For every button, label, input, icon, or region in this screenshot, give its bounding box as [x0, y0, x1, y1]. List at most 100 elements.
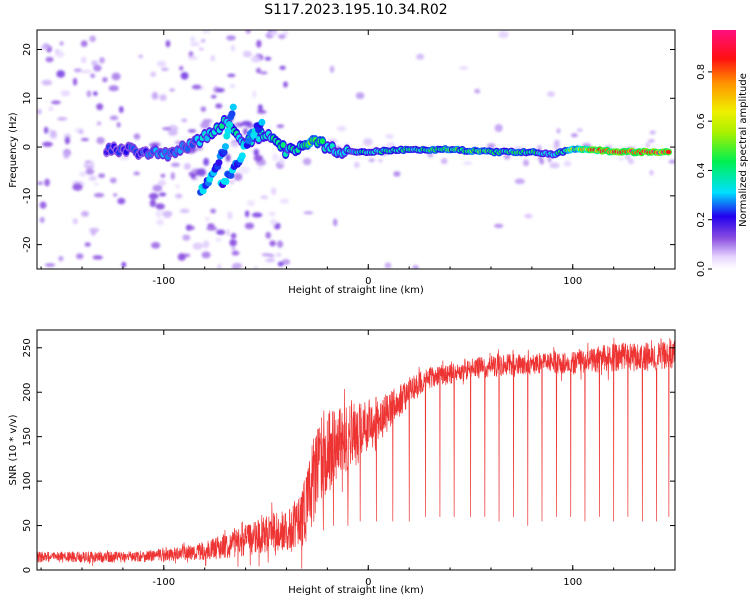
colorbar-ticks: 0.0 0.2 0.4 0.6 0.8	[696, 64, 712, 277]
spectrogram-cell	[91, 60, 99, 67]
spectrogram-cell	[280, 198, 290, 204]
spectrogram-cell	[48, 105, 54, 112]
spectrogram-cell	[281, 259, 291, 265]
spectrogram-cell	[201, 251, 211, 259]
spectrogram-cell	[459, 66, 469, 70]
spectrogram-y-tick-label: 20	[22, 43, 33, 56]
spectrogram-cell	[253, 154, 263, 162]
spectrogram-cell	[277, 261, 284, 267]
spectrogram-cell	[393, 171, 401, 177]
spectrogram-cell	[80, 69, 92, 74]
spectrogram-cell	[216, 229, 226, 235]
spectrogram-cell	[117, 197, 126, 205]
spectrogram-cell	[276, 252, 282, 258]
spectrogram-cell	[183, 162, 191, 170]
spectrogram-cell	[283, 81, 288, 88]
spectrogram-cell	[111, 72, 121, 81]
spectrogram-cell	[200, 106, 207, 112]
spectrogram-cell	[353, 161, 360, 169]
spectrogram-cell	[150, 71, 157, 78]
snr-y-tick-label: 250	[22, 338, 33, 357]
spectrogram-cell	[89, 227, 100, 233]
spectrogram-cell	[188, 225, 195, 230]
spectrogram-cell	[227, 211, 233, 220]
spectrogram-cell	[244, 210, 250, 218]
colorbar-tick-label: 0.8	[696, 64, 707, 80]
spectrogram-cell	[229, 103, 237, 111]
spectrogram-cell	[156, 218, 165, 226]
spectrogram-cell	[279, 65, 286, 70]
spectrogram-cell	[169, 88, 175, 92]
spectrogram-cell	[133, 133, 141, 140]
spectrogram-cell	[377, 158, 383, 163]
spectrogram-cell	[327, 139, 338, 143]
spectrogram-cell	[384, 262, 392, 269]
spectrogram-cell	[86, 90, 92, 98]
spectrogram-cell	[96, 121, 102, 126]
spectrogram-cell	[138, 54, 144, 59]
spectrogram-cell	[190, 173, 196, 180]
spectrogram-cell	[55, 50, 65, 58]
spectrogram-cell	[202, 240, 210, 249]
spectrogram-cell	[216, 263, 222, 269]
spectrogram-cell	[44, 178, 50, 187]
colorbar-gradient	[712, 30, 736, 269]
spectrogram-cell	[89, 35, 96, 43]
spectrogram-cell	[167, 129, 178, 136]
spectrogram-cell	[269, 240, 276, 247]
spectrogram-cell	[233, 172, 243, 181]
spectrogram-cell	[524, 213, 533, 219]
snr-y-tick-label: 150	[22, 427, 33, 446]
spectrogram-cell	[88, 175, 97, 181]
spectrogram-cell	[80, 40, 88, 48]
spectrogram-cell	[226, 35, 236, 41]
spectrogram-cell	[37, 181, 43, 185]
spectrogram-cell	[252, 90, 257, 99]
spectrogram-cell	[462, 161, 473, 166]
spectrogram-cell	[368, 158, 375, 163]
colorbar-tick-label: 0.4	[696, 162, 707, 178]
spectrogram-cell	[178, 65, 184, 71]
spectrogram-cell	[150, 241, 161, 249]
spectrogram-cell	[270, 218, 277, 226]
spectrogram-cell	[116, 122, 121, 128]
spectrogram-cell	[628, 158, 635, 165]
spectrogram-cell	[170, 162, 180, 168]
spectrogram-cell	[253, 265, 258, 269]
spectrogram-cell	[210, 55, 216, 62]
spectrogram-cell	[570, 133, 578, 138]
spectrogram-cell	[56, 70, 66, 78]
spectrogram-cell	[41, 79, 53, 86]
colorbar-tick-label: 0.2	[696, 212, 707, 228]
spectrogram-cell	[261, 253, 273, 257]
spectrogram-cell	[159, 94, 167, 101]
spectrogram-cell	[202, 30, 211, 35]
spectrogram-cell	[222, 178, 230, 186]
spectrogram-cell	[72, 183, 83, 191]
spectrogram-cell	[231, 250, 240, 256]
spectrogram-cell	[93, 193, 105, 198]
snr-x-label: Height of straight line (km)	[288, 585, 424, 596]
spectrogram-cell	[241, 120, 253, 126]
spectrogram-cell	[83, 162, 94, 167]
spectrogram-cell	[385, 133, 394, 139]
snr-panel: -100 0 100 0 50 100 150 200 250 Height of straig…	[8, 329, 676, 596]
spectrogram-cell	[668, 159, 675, 164]
spectrogram-cell	[192, 242, 203, 250]
spectrogram-cell	[649, 170, 654, 176]
spectrogram-cell	[278, 34, 286, 40]
spectrogram-cell	[553, 139, 560, 146]
spectrogram-cell	[133, 171, 140, 176]
spectrogram-cell	[72, 218, 78, 225]
spectrogram-cell	[165, 40, 171, 48]
spectrogram-cell	[256, 39, 262, 48]
spectrogram-cell	[180, 71, 189, 80]
spectrogram-cell	[92, 91, 98, 96]
colorbar-tick-label: 0.6	[696, 113, 707, 129]
spectrogram-cell	[302, 157, 312, 166]
spectrogram-cell	[43, 126, 49, 134]
spectrogram-cell	[59, 41, 64, 46]
colorbar-label: Normalized spectral amplitude	[738, 73, 749, 227]
